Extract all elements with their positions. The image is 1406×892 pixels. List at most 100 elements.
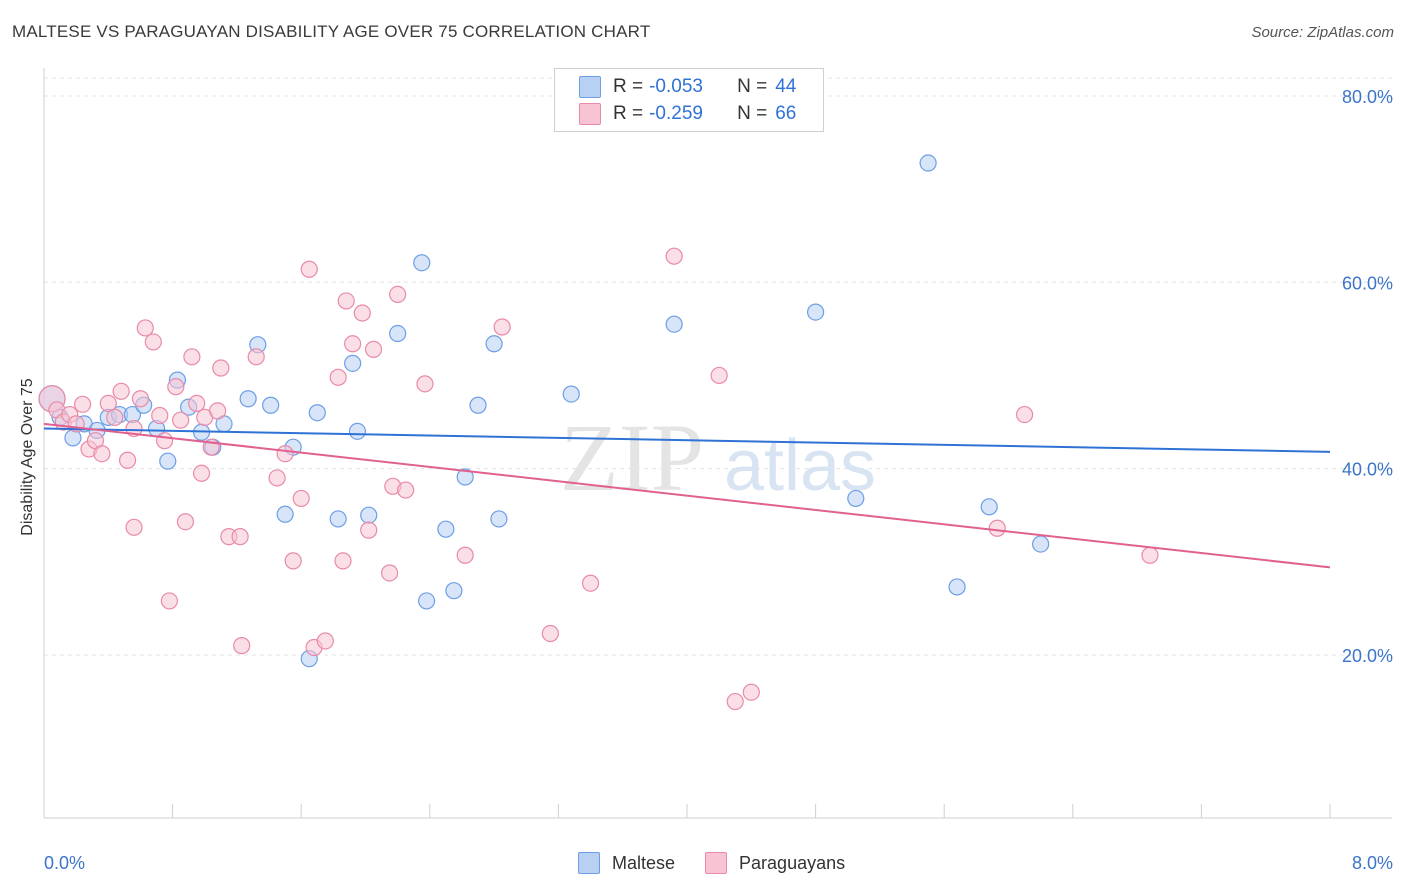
- y-tick-label-20: 20.0%: [1342, 646, 1393, 666]
- y-axis-label: Disability Age Over 75: [19, 378, 36, 536]
- maltese-point-25: [348, 422, 367, 440]
- trend-lines: [43, 422, 1331, 569]
- paraguayan-point-29: [209, 402, 227, 420]
- paraguayan-point-58: [665, 247, 683, 265]
- paraguayan-point-47: [360, 521, 378, 539]
- legend-item-maltese[interactable]: Maltese: [578, 852, 675, 874]
- maltese-swatch: [579, 76, 601, 98]
- paraguayan-point-9: [99, 394, 117, 413]
- maltese-point-35: [490, 510, 508, 528]
- paraguayan-point-5: [73, 395, 92, 413]
- maltese-point-26: [360, 506, 378, 524]
- paraguayan-point-22: [172, 411, 190, 429]
- paraguayan-point-15: [125, 518, 143, 536]
- maltese-point-27: [389, 324, 407, 343]
- maltese-trend-line: [43, 427, 1331, 453]
- paraguayan-point-53: [416, 375, 434, 393]
- paraguayan-point-36: [276, 445, 294, 463]
- legend-row-maltese: R = -0.053 N = 44: [579, 75, 796, 99]
- paraguayan-point-39: [300, 260, 318, 278]
- legend-row-paraguayans: R = -0.259 N = 66: [579, 102, 796, 126]
- paraguayan-point-55: [493, 318, 511, 336]
- maltese-point-32: [456, 468, 474, 486]
- paraguayan-point-20: [160, 592, 178, 610]
- paraguayan-point-19: [155, 432, 174, 450]
- maltese-point-31: [445, 582, 463, 600]
- paraguayan-point-16: [136, 319, 154, 337]
- paraguayan-point-32: [231, 528, 249, 546]
- paraguayan-point-30: [212, 359, 230, 377]
- series-legend: Maltese Paraguayans: [578, 852, 875, 874]
- paraguayan-point-38: [292, 489, 310, 508]
- maltese-swatch: [578, 852, 600, 874]
- paraguayan-point-10: [106, 408, 124, 426]
- axes: [43, 68, 1392, 819]
- paraguayan-point-34: [247, 348, 265, 366]
- paraguayan-point-12: [118, 451, 137, 469]
- paraguayan-point-14: [131, 390, 150, 408]
- legend-item-paraguayans[interactable]: Paraguayans: [705, 852, 845, 874]
- paraguayan-point-44: [337, 292, 355, 310]
- data-points: [38, 154, 1159, 711]
- maltese-point-42: [980, 498, 998, 516]
- paraguayan-point-46: [353, 304, 371, 322]
- maltese-point-28: [413, 254, 431, 272]
- maltese-label: Maltese: [612, 852, 676, 873]
- maltese-point-23: [329, 510, 347, 528]
- maltese-point-30: [437, 520, 455, 538]
- paraguayan-point-35: [268, 469, 286, 487]
- paraguayan-point-60: [726, 692, 744, 711]
- paraguayan-point-54: [456, 546, 474, 564]
- paraguayan-point-21: [167, 378, 185, 396]
- maltese-point-19: [276, 505, 294, 523]
- paraguayan-point-52: [397, 481, 415, 499]
- paraguayan-point-18: [151, 406, 169, 425]
- maltese-point-39: [847, 489, 865, 508]
- paraguayan-point-43: [334, 552, 352, 570]
- paraguayan-point-59: [710, 366, 728, 385]
- paraguayan-point-49: [381, 564, 399, 582]
- paraguayan-point-11: [112, 382, 130, 400]
- paraguayan-point-42: [329, 368, 347, 386]
- maltese-point-24: [344, 354, 362, 372]
- maltese-point-38: [806, 303, 825, 321]
- chart-title: MALTESE VS PARAGUAYAN DISABILITY AGE OVE…: [12, 22, 651, 41]
- n-label: N =: [737, 76, 768, 97]
- paraguayan-point-33: [233, 637, 251, 655]
- paraguayan-point-57: [581, 574, 600, 592]
- paraguayan-point-26: [192, 464, 211, 482]
- maltese-point-36: [562, 385, 580, 403]
- y-tick-labels: 20.0% 40.0% 60.0% 80.0%: [1342, 87, 1393, 666]
- y-tick-label-60: 60.0%: [1342, 273, 1393, 293]
- maltese-point-40: [919, 154, 937, 172]
- x-tick-label-max: 8.0%: [1352, 853, 1393, 873]
- paraguayans-swatch: [579, 103, 601, 125]
- paraguayans-label: Paraguayans: [739, 852, 846, 873]
- maltese-point-2: [64, 429, 82, 447]
- paraguayans-r-value: -0.259: [649, 103, 703, 124]
- maltese-point-33: [469, 396, 487, 414]
- x-tick-labels: 0.0% 8.0%: [44, 853, 1393, 873]
- paraguayan-point-62: [1015, 405, 1034, 424]
- paraguayans-swatch: [705, 852, 728, 874]
- paraguayan-point-17: [144, 333, 162, 351]
- paraguayan-point-25: [188, 394, 206, 413]
- paraguayan-point-61: [742, 683, 760, 701]
- paraguayan-point-51: [389, 285, 407, 303]
- correlation-legend: R = -0.053 N = 44 R = -0.259 N = 66: [554, 68, 824, 132]
- paraguayan-point-45: [344, 335, 362, 353]
- paraguayan-trend-line: [43, 422, 1331, 569]
- maltese-point-41: [948, 578, 966, 596]
- maltese-point-37: [665, 315, 683, 333]
- maltese-r-value: -0.053: [649, 76, 703, 97]
- paraguayan-point-41: [316, 632, 334, 650]
- r-label: R =: [613, 76, 644, 97]
- y-tick-label-40: 40.0%: [1342, 460, 1393, 480]
- source-label: Source: ZipAtlas.com: [1251, 24, 1394, 41]
- n-label: N =: [737, 103, 768, 124]
- maltese-point-29: [417, 592, 436, 610]
- paraguayan-point-64: [1141, 546, 1159, 564]
- paraguayan-point-37: [284, 552, 302, 570]
- paraguayan-point-63: [988, 519, 1006, 537]
- watermark-zip: ZIP: [560, 404, 704, 511]
